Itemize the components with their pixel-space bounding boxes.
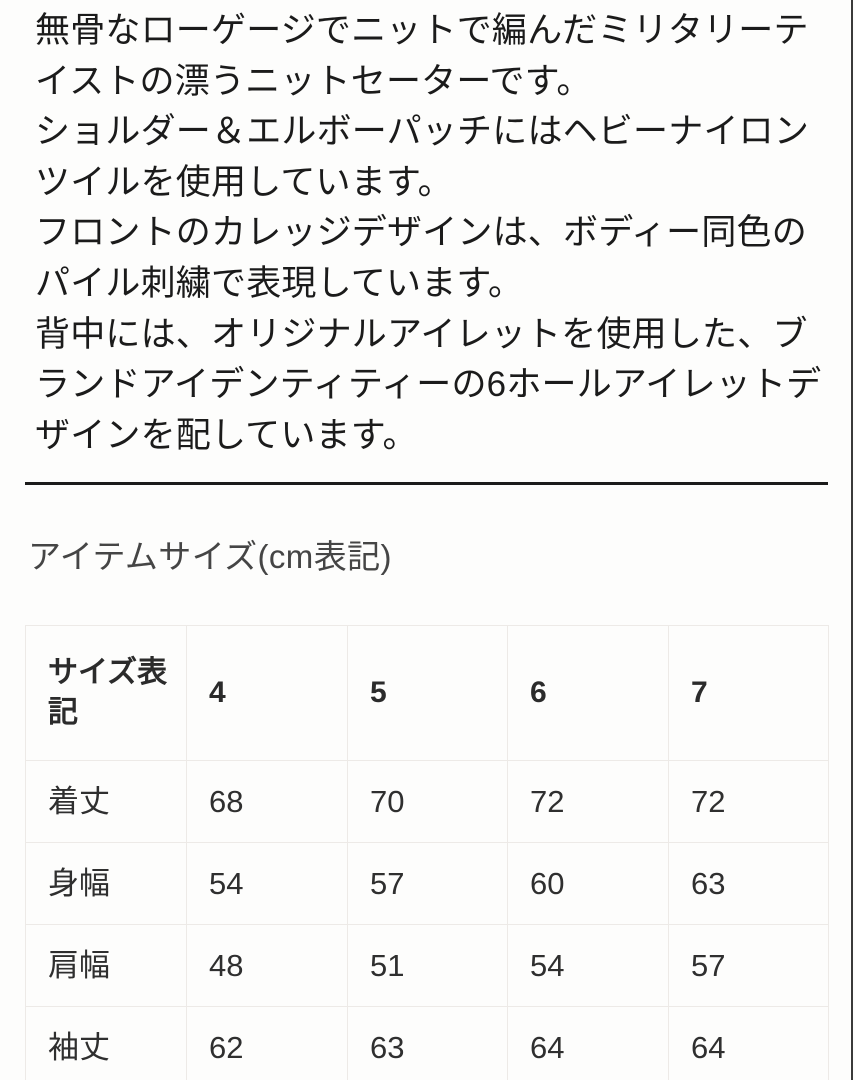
product-description: 無骨なローゲージでニットで編んだミリタリーテ イストの漂うニットセーターです。 … (35, 6, 835, 461)
cell-kitake-4: 68 (186, 760, 348, 843)
cell-sodetake-4: 62 (186, 1006, 348, 1080)
cell-katahaba-4: 48 (186, 924, 348, 1007)
cell-mihaba-6: 60 (507, 842, 669, 925)
description-line-8: ランドアイデンティティーの6ホールアイレットデ (35, 365, 822, 405)
cell-kitake-7: 72 (668, 760, 829, 843)
cell-kitake-5: 70 (347, 760, 508, 843)
cell-sodetake-5: 63 (347, 1006, 508, 1080)
row-label-sodetake: 袖丈 (25, 1006, 187, 1080)
header-cell-size-6: 6 (507, 625, 669, 761)
cell-sodetake-7: 64 (668, 1006, 829, 1080)
item-size-table: サイズ表記 4 5 6 7 着丈 68 70 72 72 身幅 54 (25, 625, 829, 1080)
cell-kitake-6: 72 (507, 760, 669, 843)
row-label-kitake: 着丈 (25, 760, 187, 843)
cell-mihaba-4: 54 (186, 842, 348, 925)
cell-mihaba-5: 57 (347, 842, 508, 925)
cell-katahaba-7: 57 (668, 924, 829, 1007)
cell-mihaba-7: 63 (668, 842, 829, 925)
section-divider (25, 482, 828, 485)
item-size-heading: アイテムサイズ(cm表記) (28, 538, 392, 575)
row-label-katahaba: 肩幅 (25, 924, 187, 1007)
header-size-label-text: サイズ表記 (48, 656, 168, 729)
description-line-5: フロントのカレッジデザインは、ボディー同色の (35, 213, 807, 253)
header-cell-size-4: 4 (186, 625, 348, 761)
size-table-container: サイズ表記 4 5 6 7 着丈 68 70 72 72 身幅 54 (25, 625, 829, 1080)
description-line-7: 背中には、オリジナルアイレットを使用した、ブ (35, 314, 808, 354)
cell-katahaba-6: 54 (507, 924, 669, 1007)
table-row: 着丈 68 70 72 72 (25, 760, 829, 843)
size-table-body: 着丈 68 70 72 72 身幅 54 57 60 63 肩幅 48 51 (25, 760, 829, 1080)
table-row: 袖丈 62 63 64 64 (25, 1006, 829, 1080)
table-header-row: サイズ表記 4 5 6 7 (25, 625, 829, 761)
cell-sodetake-6: 64 (507, 1006, 669, 1080)
description-line-3: ショルダー＆エルボーパッチにはヘビーナイロン (35, 112, 810, 152)
description-line-1: 無骨なローゲージでニットで編んだミリタリーテ (35, 11, 809, 50)
description-line-6: パイル刺繍で表現しています。 (35, 263, 524, 303)
description-line-2: イストの漂うニットセーターです。 (35, 61, 592, 101)
table-row: 身幅 54 57 60 63 (25, 842, 829, 925)
header-cell-size-7: 7 (668, 625, 829, 761)
description-line-9: ザインを配しています。 (35, 415, 418, 455)
size-table-head: サイズ表記 4 5 6 7 (25, 625, 829, 761)
description-line-4: ツイルを使用しています。 (35, 162, 453, 202)
header-cell-size-5: 5 (347, 625, 508, 761)
row-label-mihaba: 身幅 (25, 842, 187, 925)
table-row: 肩幅 48 51 54 57 (25, 924, 829, 1007)
header-cell-size-label: サイズ表記 (25, 625, 187, 761)
cell-katahaba-5: 51 (347, 924, 508, 1007)
